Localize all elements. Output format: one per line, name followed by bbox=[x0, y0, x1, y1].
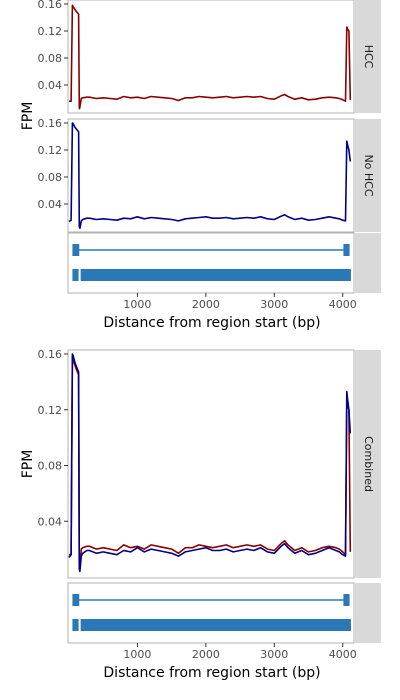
strip-combined bbox=[355, 350, 381, 578]
hcc-y-tick-label: 0.16 bbox=[38, 0, 63, 11]
bottom-y-axis-title: FPM bbox=[20, 450, 36, 479]
combined-y-tick-label: 0.08 bbox=[38, 460, 63, 473]
top-y-axis-title: FPM bbox=[20, 102, 36, 131]
strip-label-no-hcc: No HCC bbox=[362, 154, 375, 196]
bottom-chart: Combined 0.04 0.08 0.12 0.16 FPM 1000 2000 30… bbox=[20, 348, 381, 681]
top-exon-top bbox=[72, 244, 80, 256]
bottom-series-group bbox=[68, 353, 352, 573]
top-exon-top bbox=[343, 244, 350, 256]
strip-hcc bbox=[355, 0, 381, 113]
top-x-axis: 1000 2000 3000 4000 bbox=[123, 293, 357, 311]
combined-series-line-0 bbox=[69, 355, 352, 571]
top-x-tick-label: 3000 bbox=[260, 298, 288, 311]
no-hcc-y-tick-label: 0.04 bbox=[38, 198, 63, 211]
bottom-y-axis: 0.04 0.08 0.12 0.16 bbox=[38, 348, 68, 528]
hcc-y-tick-label: 0.12 bbox=[38, 25, 63, 38]
no-hcc-y-tick-label: 0.16 bbox=[38, 117, 63, 130]
bottom-exon-bottom bbox=[80, 619, 351, 631]
bottom-x-tick-label: 1000 bbox=[123, 648, 151, 661]
panel-combined bbox=[67, 349, 355, 579]
bottom-x-tick-label: 2000 bbox=[192, 648, 220, 661]
strip-label-hcc: HCC bbox=[362, 45, 375, 69]
hcc-y-tick-label: 0.08 bbox=[38, 52, 63, 65]
panel-hcc bbox=[67, 0, 355, 114]
gene-model-strip-top bbox=[355, 233, 381, 293]
top-x-tick-label: 1000 bbox=[123, 298, 151, 311]
gene-model-panel-top bbox=[67, 232, 355, 294]
bottom-x-tick-label: 4000 bbox=[329, 648, 357, 661]
gene-model-top bbox=[72, 244, 351, 281]
bottom-x-axis-title: Distance from region start (bp) bbox=[103, 665, 320, 681]
gene-model-panel-bottom bbox=[67, 582, 355, 644]
top-y-axis: 0.04 0.08 0.12 0.16 0.04 0.08 0.12 0.16 bbox=[38, 0, 68, 211]
no-hcc-series-line-0 bbox=[68, 122, 352, 230]
top-x-tick-label: 2000 bbox=[192, 298, 220, 311]
top-chart: HCC No HCC 0.040.080.120.160.040.080.120… bbox=[20, 0, 381, 331]
top-x-tick-label: 4000 bbox=[329, 298, 357, 311]
bottom-x-axis: 1000 2000 3000 4000 bbox=[123, 643, 357, 661]
top-exon-bottom bbox=[72, 269, 79, 281]
gene-model-bottom bbox=[72, 594, 351, 631]
no-hcc-y-tick-label: 0.12 bbox=[38, 144, 63, 157]
no-hcc-y-tick-label: 0.08 bbox=[38, 171, 63, 184]
top-exon-bottom bbox=[80, 269, 351, 281]
combined-y-tick-label: 0.16 bbox=[38, 348, 63, 361]
gene-model-strip-bottom bbox=[355, 583, 381, 643]
hcc-series-line-0 bbox=[69, 4, 352, 110]
combined-y-tick-label: 0.12 bbox=[38, 404, 63, 417]
combined-series-line-1 bbox=[68, 353, 352, 573]
strip-no-hcc bbox=[355, 119, 381, 232]
combined-y-tick-label: 0.04 bbox=[38, 515, 63, 528]
hcc-y-tick-label: 0.04 bbox=[38, 79, 63, 92]
panel-no-hcc bbox=[67, 118, 355, 233]
top-x-axis-title: Distance from region start (bp) bbox=[103, 315, 320, 331]
top-series-group bbox=[68, 4, 352, 230]
bottom-exon-top bbox=[72, 594, 80, 606]
strip-label-combined: Combined bbox=[362, 436, 375, 492]
bottom-exon-top bbox=[343, 594, 350, 606]
bottom-exon-bottom bbox=[72, 619, 79, 631]
bottom-x-tick-label: 3000 bbox=[260, 648, 288, 661]
